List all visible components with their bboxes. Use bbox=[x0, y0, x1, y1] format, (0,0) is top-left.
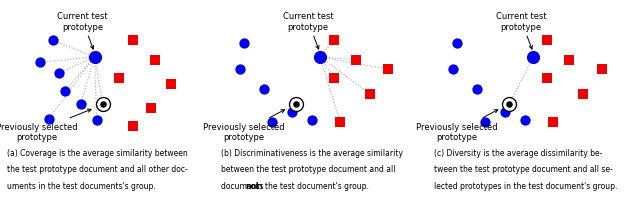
Point bbox=[97, 103, 108, 106]
Point bbox=[127, 39, 138, 43]
Text: tween the test prototype document and all se-: tween the test prototype document and al… bbox=[434, 164, 612, 174]
Point bbox=[315, 56, 325, 59]
Text: Current test
prototype: Current test prototype bbox=[58, 12, 108, 50]
Point bbox=[564, 59, 575, 62]
Point bbox=[47, 39, 58, 43]
Point bbox=[542, 77, 552, 80]
Point bbox=[97, 103, 108, 106]
Point bbox=[542, 39, 552, 43]
Point bbox=[365, 93, 375, 96]
Point bbox=[452, 42, 462, 45]
Text: in the test document's group.: in the test document's group. bbox=[253, 181, 369, 190]
Point bbox=[239, 42, 249, 45]
Point bbox=[53, 72, 63, 76]
Text: not: not bbox=[246, 181, 260, 190]
Point bbox=[500, 111, 510, 114]
Point bbox=[166, 83, 176, 87]
Point bbox=[76, 103, 86, 106]
Point bbox=[472, 87, 483, 91]
Text: (c) Diversity is the average dissimilarity be-: (c) Diversity is the average dissimilari… bbox=[434, 148, 602, 157]
Text: Current test
prototype: Current test prototype bbox=[283, 12, 333, 50]
Text: (b) Discriminativeness is the average similarity: (b) Discriminativeness is the average si… bbox=[221, 148, 403, 157]
Text: Previously selected
prototype: Previously selected prototype bbox=[0, 109, 91, 141]
Point bbox=[351, 59, 361, 62]
Point bbox=[548, 120, 559, 124]
Text: uments in the test documents's group.: uments in the test documents's group. bbox=[7, 181, 156, 190]
Point bbox=[146, 107, 156, 110]
Point bbox=[267, 120, 277, 124]
Point bbox=[504, 103, 515, 106]
Point bbox=[235, 68, 245, 72]
Point bbox=[92, 119, 102, 122]
Text: documents: documents bbox=[221, 181, 266, 190]
Text: the test prototype document and all other doc-: the test prototype document and all othe… bbox=[7, 164, 188, 174]
Point bbox=[287, 111, 297, 114]
Text: (a) Coverage is the average similarity between: (a) Coverage is the average similarity b… bbox=[7, 148, 188, 157]
Point bbox=[60, 90, 70, 94]
Point bbox=[520, 119, 531, 122]
Point bbox=[448, 68, 458, 72]
Point bbox=[90, 56, 100, 59]
Point bbox=[579, 93, 589, 96]
Text: Previously selected
prototype: Previously selected prototype bbox=[203, 110, 285, 141]
Point bbox=[35, 61, 45, 65]
Point bbox=[127, 125, 138, 128]
Point bbox=[291, 103, 301, 106]
Text: between the test prototype document and all: between the test prototype document and … bbox=[221, 164, 395, 174]
Point bbox=[329, 77, 339, 80]
Point bbox=[291, 103, 301, 106]
Point bbox=[329, 39, 339, 43]
Text: Current test
prototype: Current test prototype bbox=[496, 12, 547, 50]
Point bbox=[504, 103, 515, 106]
Point bbox=[97, 103, 108, 106]
Point bbox=[291, 103, 301, 106]
Point bbox=[259, 87, 269, 91]
Point bbox=[113, 77, 124, 80]
Point bbox=[504, 103, 515, 106]
Point bbox=[383, 68, 394, 72]
Point bbox=[596, 68, 607, 72]
Point bbox=[150, 59, 160, 62]
Text: Previously selected
prototype: Previously selected prototype bbox=[416, 110, 498, 141]
Point bbox=[307, 119, 317, 122]
Point bbox=[335, 120, 345, 124]
Point bbox=[480, 120, 490, 124]
Text: lected prototypes in the test document's group.: lected prototypes in the test document's… bbox=[434, 181, 618, 190]
Point bbox=[528, 56, 538, 59]
Point bbox=[44, 118, 54, 121]
